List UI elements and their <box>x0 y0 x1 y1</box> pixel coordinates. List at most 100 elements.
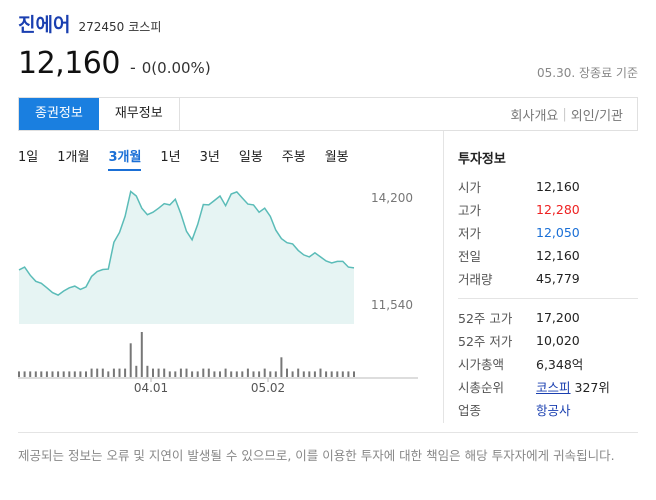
industry-label: 업종 <box>458 403 482 418</box>
volume-bar <box>174 371 177 377</box>
prev-close-value: 12,160 <box>536 248 580 263</box>
info-row-volume: 거래량 45,779 <box>458 267 638 290</box>
volume-bar <box>57 371 60 377</box>
volume-bar <box>96 368 99 377</box>
volume-bar <box>246 368 249 377</box>
volume-bar <box>23 371 26 377</box>
price-line <box>18 190 355 296</box>
info-row-52w-low: 52주 저가 10,020 <box>458 329 638 352</box>
market-cap-label: 시가총액 <box>458 357 505 372</box>
tab-links: 회사개요 | 외인/기관 <box>511 98 637 130</box>
info-row-industry: 업종 항공사 <box>458 398 638 421</box>
volume-bar <box>202 368 205 377</box>
volume-bar <box>313 371 316 377</box>
volume-bar <box>302 371 305 377</box>
52w-low-value: 10,020 <box>536 333 580 348</box>
x-label-0401: 04.01 <box>134 381 168 395</box>
foreign-institution-link[interactable]: 외인/기관 <box>570 108 623 124</box>
rank-market-link[interactable]: 코스피 <box>536 380 571 395</box>
volume-bar <box>353 371 355 377</box>
volume-bar <box>196 371 199 377</box>
volume-bar <box>224 368 227 377</box>
volume-bar <box>297 368 300 377</box>
y-low-label: 11,540 <box>371 298 413 312</box>
info-row-market-cap: 시가총액 6,348억 <box>458 352 638 375</box>
info-row-rank: 시총순위 코스피 327위 <box>458 375 638 398</box>
period-3m[interactable]: 3개월 <box>108 146 142 171</box>
volume-bar <box>179 368 182 377</box>
52w-low-label: 52주 저가 <box>458 334 513 349</box>
period-1d[interactable]: 1일 <box>18 150 39 165</box>
high-label: 고가 <box>458 203 482 218</box>
volume-bar <box>168 371 171 377</box>
volume-bar <box>146 365 149 378</box>
52w-high-value: 17,200 <box>536 310 580 325</box>
volume-label: 거래량 <box>458 272 493 287</box>
price-chart: 14,200 11,540 04.01 05.02 <box>18 190 418 395</box>
disclaimer-text: 제공되는 정보는 오류 및 지연이 발생될 수 있으므로, 이를 이용한 투자에… <box>18 448 615 463</box>
tab-financial-info[interactable]: 재무정보 <box>99 98 180 130</box>
tab-stock-info[interactable]: 종권정보 <box>19 98 99 130</box>
52w-high-label: 52주 고가 <box>458 311 513 326</box>
volume-bar <box>34 371 37 377</box>
rank-label: 시총순위 <box>458 380 505 395</box>
volume-bar <box>163 368 166 377</box>
volume-bar <box>135 365 138 378</box>
volume-bar <box>269 371 272 377</box>
volume-bar <box>330 371 333 377</box>
open-value: 12,160 <box>536 179 580 194</box>
volume-bar <box>101 368 104 377</box>
period-1m[interactable]: 1개월 <box>57 150 90 165</box>
period-weekly[interactable]: 주봉 <box>281 150 306 165</box>
low-value: 12,050 <box>536 225 580 240</box>
volume-bar <box>274 371 277 377</box>
volume-bar <box>118 368 121 377</box>
volume-bar <box>140 332 143 377</box>
market-cap-value: 6,348억 <box>536 357 584 372</box>
volume-value: 45,779 <box>536 271 580 286</box>
volume-bars <box>18 332 355 378</box>
price-change: 0(0.00%) <box>141 59 211 77</box>
period-1y[interactable]: 1년 <box>160 150 181 165</box>
volume-bar <box>85 371 87 377</box>
volume-bar <box>319 368 322 377</box>
volume-bar <box>341 371 344 377</box>
bottom-divider <box>18 432 638 433</box>
volume-bar <box>45 371 48 377</box>
volume-bar <box>291 371 294 377</box>
period-daily[interactable]: 일봉 <box>238 150 263 165</box>
volume-bar <box>152 368 154 377</box>
volume-bar <box>68 371 71 377</box>
current-price: 12,160 <box>18 46 120 81</box>
volume-bar <box>336 371 339 377</box>
volume-bar <box>235 371 238 377</box>
period-3y[interactable]: 3년 <box>199 150 220 165</box>
volume-bar <box>18 371 20 377</box>
stock-code: 272450 <box>78 20 125 34</box>
volume-bar <box>51 371 54 377</box>
period-tabs: 1일 1개월 3개월 1년 3년 일봉 주봉 월봉 <box>18 146 368 171</box>
info-row-prev: 전일 12,160 <box>458 244 638 267</box>
volume-bar <box>90 368 93 377</box>
volume-bar <box>258 371 261 377</box>
price-row: 12,160 - 0(0.00%) <box>18 46 211 81</box>
industry-link[interactable]: 항공사 <box>536 403 571 418</box>
volume-bar <box>207 368 210 377</box>
company-overview-link[interactable]: 회사개요 <box>510 108 559 124</box>
link-divider: | <box>562 106 567 122</box>
info-row-52w-high: 52주 고가 17,200 <box>458 306 638 329</box>
period-monthly[interactable]: 월봉 <box>324 150 349 165</box>
investment-info-title: 투자정보 <box>458 152 506 167</box>
volume-bar <box>280 357 283 377</box>
stock-name[interactable]: 진에어 <box>18 14 71 36</box>
volume-bar <box>241 371 244 377</box>
info-row-low: 저가 12,050 <box>458 221 638 244</box>
volume-bar <box>252 371 255 377</box>
chart-area-group <box>18 190 355 324</box>
volume-bar <box>185 368 188 377</box>
volume-bar <box>79 371 82 377</box>
price-timestamp: 05.30. 장종료 기준 <box>537 66 638 80</box>
volume-bar <box>308 371 311 377</box>
volume-bar <box>40 371 43 377</box>
volume-bar <box>157 368 160 377</box>
